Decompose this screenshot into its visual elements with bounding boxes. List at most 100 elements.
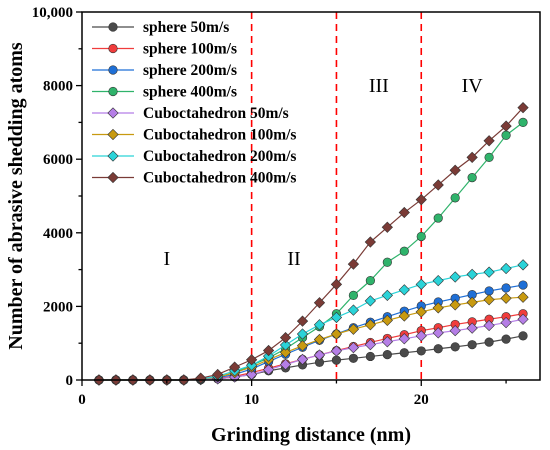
data-point bbox=[484, 152, 494, 162]
data-point bbox=[398, 206, 410, 219]
data-point bbox=[466, 296, 478, 308]
series-line bbox=[98, 318, 524, 381]
region-label: III bbox=[369, 75, 389, 97]
data-point bbox=[484, 286, 494, 296]
data-point bbox=[517, 102, 529, 114]
data-point bbox=[313, 319, 326, 331]
data-point bbox=[415, 194, 427, 206]
data-point bbox=[484, 337, 494, 347]
data-point bbox=[416, 231, 426, 242]
x-tick-label: 10 bbox=[244, 392, 259, 408]
data-point bbox=[296, 315, 309, 327]
legend-item: Cuboctahedron 400m/s bbox=[92, 170, 296, 187]
legend-marker bbox=[108, 65, 118, 75]
data-point bbox=[415, 278, 427, 290]
series-group bbox=[94, 331, 528, 385]
data-point bbox=[381, 336, 393, 348]
y-tick-label: 2000 bbox=[43, 299, 73, 315]
data-point bbox=[313, 333, 326, 346]
data-point bbox=[398, 333, 410, 345]
legend-item: sphere 400m/s bbox=[92, 84, 237, 101]
data-point bbox=[466, 268, 478, 281]
data-point bbox=[330, 311, 343, 324]
legend-label: Cuboctahedron 200m/s bbox=[143, 148, 296, 165]
data-point bbox=[195, 372, 207, 384]
data-point bbox=[279, 358, 292, 371]
data-point bbox=[467, 340, 477, 350]
data-point bbox=[365, 351, 375, 362]
data-point bbox=[501, 283, 511, 293]
data-point bbox=[365, 276, 375, 286]
data-point bbox=[382, 257, 392, 267]
data-point bbox=[330, 328, 343, 340]
data-point bbox=[364, 295, 376, 307]
data-point bbox=[313, 349, 326, 361]
y-tick-label: 6000 bbox=[43, 152, 73, 168]
data-point bbox=[467, 173, 477, 183]
region-label: I bbox=[163, 248, 170, 270]
data-point bbox=[518, 280, 528, 290]
x-tick-label: 0 bbox=[78, 392, 86, 408]
data-point bbox=[347, 341, 360, 354]
y-axis: 0 2000 4000 6000 8000 10,000 bbox=[32, 5, 82, 389]
legend-marker bbox=[108, 22, 118, 32]
region-label: IV bbox=[462, 75, 484, 97]
data-point bbox=[399, 348, 409, 358]
legend-marker bbox=[107, 128, 119, 141]
legend-marker bbox=[107, 107, 119, 119]
y-tick-label: 10,000 bbox=[32, 5, 73, 21]
data-point bbox=[415, 306, 427, 318]
data-point bbox=[262, 344, 275, 357]
data-point bbox=[416, 346, 426, 356]
legend: sphere 50m/s sphere 100m/s sphere 200m/s sp… bbox=[92, 19, 296, 187]
data-point bbox=[348, 353, 359, 363]
legend-label: sphere 200m/s bbox=[143, 62, 237, 79]
data-point bbox=[364, 339, 376, 351]
series-group bbox=[93, 291, 529, 386]
data-point bbox=[364, 319, 376, 331]
legend-marker bbox=[108, 86, 118, 97]
data-point bbox=[330, 345, 343, 357]
legend-marker bbox=[107, 150, 119, 162]
data-point bbox=[432, 179, 444, 191]
data-point bbox=[229, 361, 241, 373]
legend-marker bbox=[108, 43, 118, 54]
data-point bbox=[517, 291, 529, 303]
data-point bbox=[381, 314, 393, 327]
data-point bbox=[432, 302, 444, 314]
y-axis-title: Number of abrasive shedding atoms bbox=[5, 42, 27, 350]
data-point bbox=[348, 290, 359, 300]
data-point bbox=[483, 135, 495, 147]
data-point bbox=[347, 258, 360, 270]
data-point bbox=[483, 319, 495, 332]
series-group bbox=[93, 259, 529, 386]
data-point bbox=[398, 310, 410, 322]
legend-item: sphere 200m/s bbox=[92, 62, 237, 79]
data-point bbox=[398, 284, 410, 296]
legend-item: sphere 50m/s bbox=[92, 19, 229, 36]
data-point bbox=[347, 304, 360, 316]
data-point bbox=[347, 323, 360, 335]
legend-label: Cuboctahedron 400m/s bbox=[143, 170, 296, 187]
data-point bbox=[399, 246, 409, 256]
data-point bbox=[517, 313, 529, 325]
legend-label: sphere 100m/s bbox=[143, 41, 237, 58]
data-point bbox=[262, 364, 275, 376]
data-point bbox=[415, 330, 427, 342]
data-point bbox=[450, 193, 460, 203]
data-point bbox=[279, 332, 292, 344]
region-label: II bbox=[287, 248, 300, 270]
x-tick-label: 20 bbox=[414, 392, 429, 408]
legend-marker bbox=[107, 171, 119, 184]
data-point bbox=[518, 331, 528, 341]
series-group bbox=[93, 313, 529, 386]
data-point bbox=[364, 236, 376, 248]
data-point bbox=[500, 292, 512, 304]
data-point bbox=[500, 262, 512, 275]
data-point bbox=[483, 294, 495, 306]
data-point bbox=[433, 344, 443, 354]
data-point bbox=[313, 297, 326, 309]
legend-item: Cuboctahedron 100m/s bbox=[92, 127, 296, 144]
data-point bbox=[296, 353, 309, 366]
